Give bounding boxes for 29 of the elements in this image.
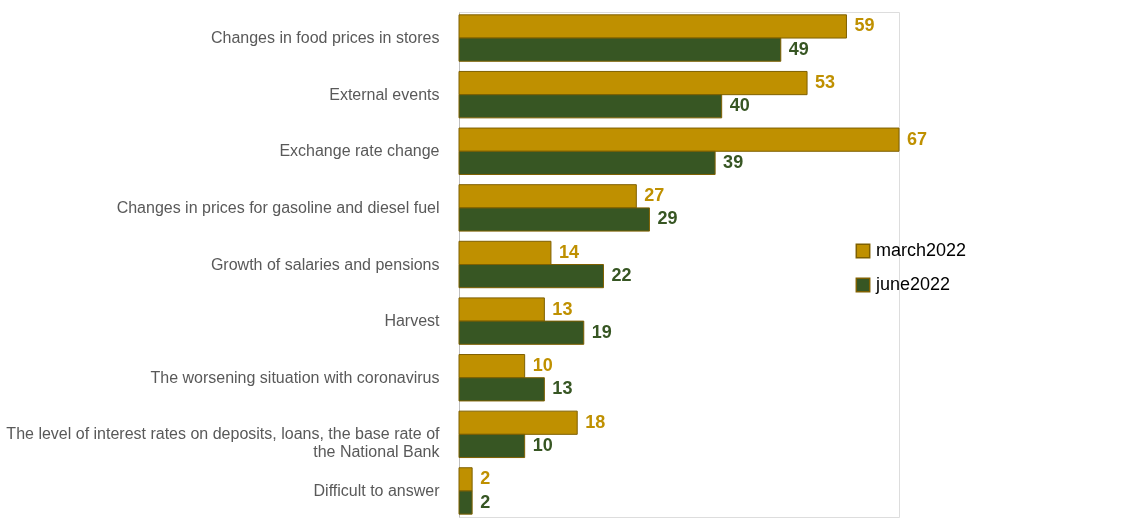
y-tick-label: Changes in prices for gasoline and diesel fuel xyxy=(116,198,440,216)
y-tick-label: Changes in food prices in stores xyxy=(210,29,440,47)
y-tick-label: Harvest xyxy=(384,312,441,330)
y-tick-label: The level of interest rates on deposits, loans, the base rate of the National Bank xyxy=(6,425,441,461)
legend-label: june2022 xyxy=(875,274,951,294)
data-label: 10 xyxy=(532,355,553,376)
data-label: 29 xyxy=(657,208,678,229)
data-label: 14 xyxy=(558,241,579,262)
data-label: 53 xyxy=(815,72,836,93)
data-label: 19 xyxy=(591,321,612,342)
y-tick-label: Growth of salaries and pensions xyxy=(210,255,440,273)
y-tick-label: Exchange rate change xyxy=(279,142,440,160)
data-label: 49 xyxy=(788,38,809,59)
data-label: 10 xyxy=(532,434,553,455)
data-label: 40 xyxy=(729,95,750,116)
data-label: 39 xyxy=(723,151,744,172)
data-label: 22 xyxy=(611,265,632,286)
y-tick-label: External events xyxy=(329,85,440,103)
data-label: 27 xyxy=(644,185,665,206)
data-label: 13 xyxy=(552,298,573,319)
data-label: 2 xyxy=(480,491,491,512)
data-label: 2 xyxy=(480,468,491,489)
y-tick-label: The worsening situation with coronavirus xyxy=(150,368,440,386)
data-label: 59 xyxy=(854,15,875,36)
y-tick-label: Difficult to answer xyxy=(313,481,441,499)
data-label: 18 xyxy=(585,411,606,432)
legend-label: march2022 xyxy=(876,240,967,260)
data-label: 13 xyxy=(552,378,573,399)
data-label: 67 xyxy=(907,128,928,149)
